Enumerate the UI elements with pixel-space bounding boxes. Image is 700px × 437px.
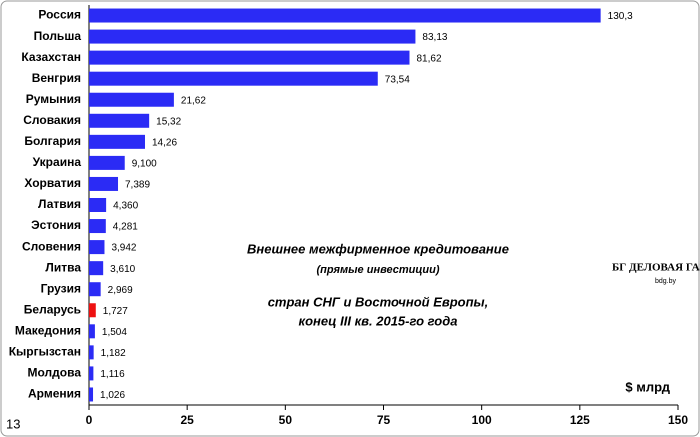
value-label: 1,182 [101,348,126,359]
title: стран СНГ и Восточной Европы, [268,294,489,309]
value-label: 2,969 [108,285,133,296]
bar [89,219,106,234]
bar [89,303,96,318]
bar [89,345,94,360]
bar [89,366,94,381]
bar [89,324,95,339]
title: Внешнее межфирменное кредитование [247,241,509,256]
bar [89,50,410,65]
bar [89,282,101,297]
bar [89,198,107,212]
value-label: 81,62 [416,53,441,64]
value-label: 1,026 [100,390,125,401]
value-label: 7,389 [125,180,150,191]
value-label: 15,32 [156,116,181,127]
logo: БГ ДЕЛОВАЯ ГАЗЕТА [612,262,700,274]
value-label: 1,504 [102,327,127,338]
value-label: 14,26 [152,137,177,148]
value-label: 9,100 [132,159,157,170]
bar [89,8,601,23]
value-label: 83,13 [422,32,447,43]
value-label: 3,610 [110,264,135,275]
value-label: 130,3 [608,11,633,22]
bar [89,155,125,170]
category-label: Хорватия [24,176,81,190]
value-label: 73,54 [385,74,410,85]
x-tick-label: 0 [86,413,93,427]
category-label: Россия [38,8,81,22]
category-label: Словакия [23,113,81,127]
category-label: Словения [22,239,81,253]
category-label: Украина [33,155,82,169]
x-tick-label: 50 [279,413,293,427]
category-label: Кыргызстан [9,345,81,359]
value-label: 4,360 [113,201,138,212]
x-tick-label: 75 [377,413,391,427]
bar [89,176,119,191]
value-label: 1,116 [100,369,125,380]
category-label: Венгрия [32,71,81,85]
page-number: 13 [6,416,20,431]
bar [89,71,378,86]
x-tick-label: 150 [668,413,688,427]
category-label: Эстония [31,218,81,232]
x-tick-label: 25 [180,413,194,427]
value-label: 1,727 [103,306,128,317]
bar [89,92,174,107]
category-label: Грузия [41,281,81,295]
category-label: Беларусь [24,302,81,316]
bar [89,113,150,128]
bar [89,261,104,276]
category-label: Румыния [26,92,81,106]
category-label: Польша [34,29,82,43]
category-label: Болгария [24,134,81,148]
bar [89,29,416,44]
value-label: 4,281 [113,222,138,233]
subtitle: (прямые инвестиции) [316,264,439,276]
value-label: 21,62 [181,95,206,106]
x-tick-label: 125 [570,413,590,427]
category-label: Казахстан [21,50,81,64]
value-label: 3,942 [111,243,136,254]
bar [89,240,105,255]
category-label: Армения [28,387,81,401]
category-label: Молдова [28,366,82,380]
bar [89,387,94,402]
logo-url: bdg.by [655,278,677,285]
bar [89,134,145,149]
x-tick-label: 100 [472,413,492,427]
unit: $ млрд [625,379,670,394]
title: конец III кв. 2015-го года [299,313,458,328]
category-label: Литва [45,260,81,274]
category-label: Латвия [38,197,81,211]
category-label: Македония [15,323,81,337]
